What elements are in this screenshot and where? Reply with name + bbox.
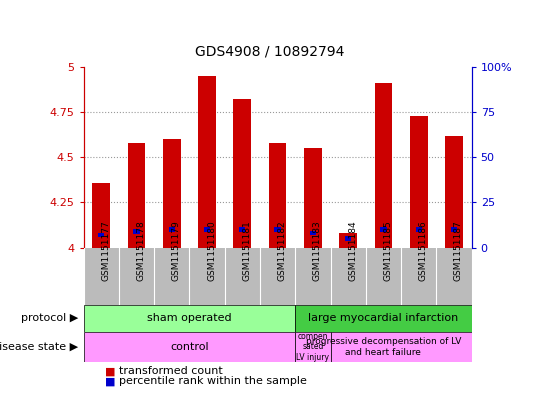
Bar — [410, 116, 427, 248]
Bar — [274, 227, 281, 232]
Bar — [310, 231, 316, 235]
Text: GSM1151183: GSM1151183 — [313, 220, 322, 281]
Bar — [169, 227, 175, 232]
Text: control: control — [170, 342, 209, 352]
Text: GSM1151178: GSM1151178 — [136, 220, 146, 281]
Bar — [233, 99, 251, 248]
Text: ■: ■ — [105, 366, 115, 376]
Bar — [239, 227, 245, 232]
Text: GSM1151179: GSM1151179 — [172, 220, 181, 281]
Bar — [295, 305, 472, 332]
Text: GDS4908 / 10892794: GDS4908 / 10892794 — [195, 45, 344, 59]
Bar — [163, 139, 181, 248]
Text: GSM1151186: GSM1151186 — [419, 220, 428, 281]
Text: percentile rank within the sample: percentile rank within the sample — [119, 376, 307, 386]
Bar — [381, 227, 386, 232]
Text: compen
sated
LV injury: compen sated LV injury — [296, 332, 329, 362]
Text: disease state ▶: disease state ▶ — [0, 342, 78, 352]
Bar — [451, 227, 457, 232]
Bar — [98, 233, 104, 237]
Bar — [340, 233, 357, 248]
Text: GSM1151181: GSM1151181 — [243, 220, 251, 281]
Text: GSM1151187: GSM1151187 — [454, 220, 463, 281]
Text: GSM1151177: GSM1151177 — [101, 220, 110, 281]
Bar — [330, 332, 472, 362]
Bar — [133, 229, 140, 233]
Text: progressive decompensation of LV
and heart failure: progressive decompensation of LV and hea… — [306, 337, 461, 356]
Text: sham operated: sham operated — [147, 313, 232, 323]
Bar — [84, 305, 295, 332]
Bar — [198, 76, 216, 248]
Text: transformed count: transformed count — [119, 366, 222, 376]
Text: GSM1151184: GSM1151184 — [348, 220, 357, 281]
Bar — [416, 227, 422, 232]
Bar — [445, 136, 463, 248]
Bar — [345, 236, 351, 241]
Bar — [128, 143, 146, 248]
Text: GSM1151182: GSM1151182 — [278, 220, 287, 281]
Bar — [84, 332, 295, 362]
Bar — [269, 143, 286, 248]
Bar — [304, 148, 322, 248]
Text: GSM1151185: GSM1151185 — [383, 220, 392, 281]
Bar — [204, 227, 210, 232]
Text: ■: ■ — [105, 376, 115, 386]
Bar — [295, 332, 330, 362]
Bar — [375, 83, 392, 248]
Text: large myocardial infarction: large myocardial infarction — [308, 313, 459, 323]
Text: GSM1151180: GSM1151180 — [207, 220, 216, 281]
Text: protocol ▶: protocol ▶ — [21, 313, 78, 323]
Bar — [92, 182, 110, 248]
